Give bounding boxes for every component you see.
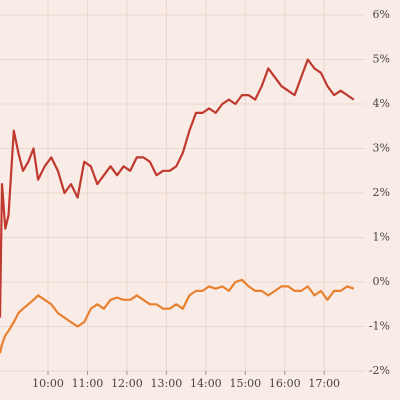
x-tick-label: 13:00 [151,377,183,390]
y-tick-label: -1% [369,320,390,333]
x-tick-label: 14:00 [190,377,222,390]
series-line [0,278,355,354]
y-tick-label: 0% [373,275,390,288]
x-tick-label: 16:00 [269,377,301,390]
y-tick-label: 4% [373,97,390,110]
y-tick-label: -2% [369,364,390,377]
y-tick-label: 5% [373,53,390,66]
x-tick-label: 11:00 [72,377,104,390]
y-tick-label: 3% [373,142,390,155]
series-line [0,58,355,318]
x-tick-label: 15:00 [229,377,261,390]
y-tick-label: 6% [373,8,390,21]
x-tick-label: 12:00 [111,377,143,390]
x-tick-label: 10:00 [32,377,64,390]
x-tick-label: 17:00 [308,377,340,390]
y-tick-label: 2% [373,186,390,199]
y-tick-label: 1% [373,231,390,244]
